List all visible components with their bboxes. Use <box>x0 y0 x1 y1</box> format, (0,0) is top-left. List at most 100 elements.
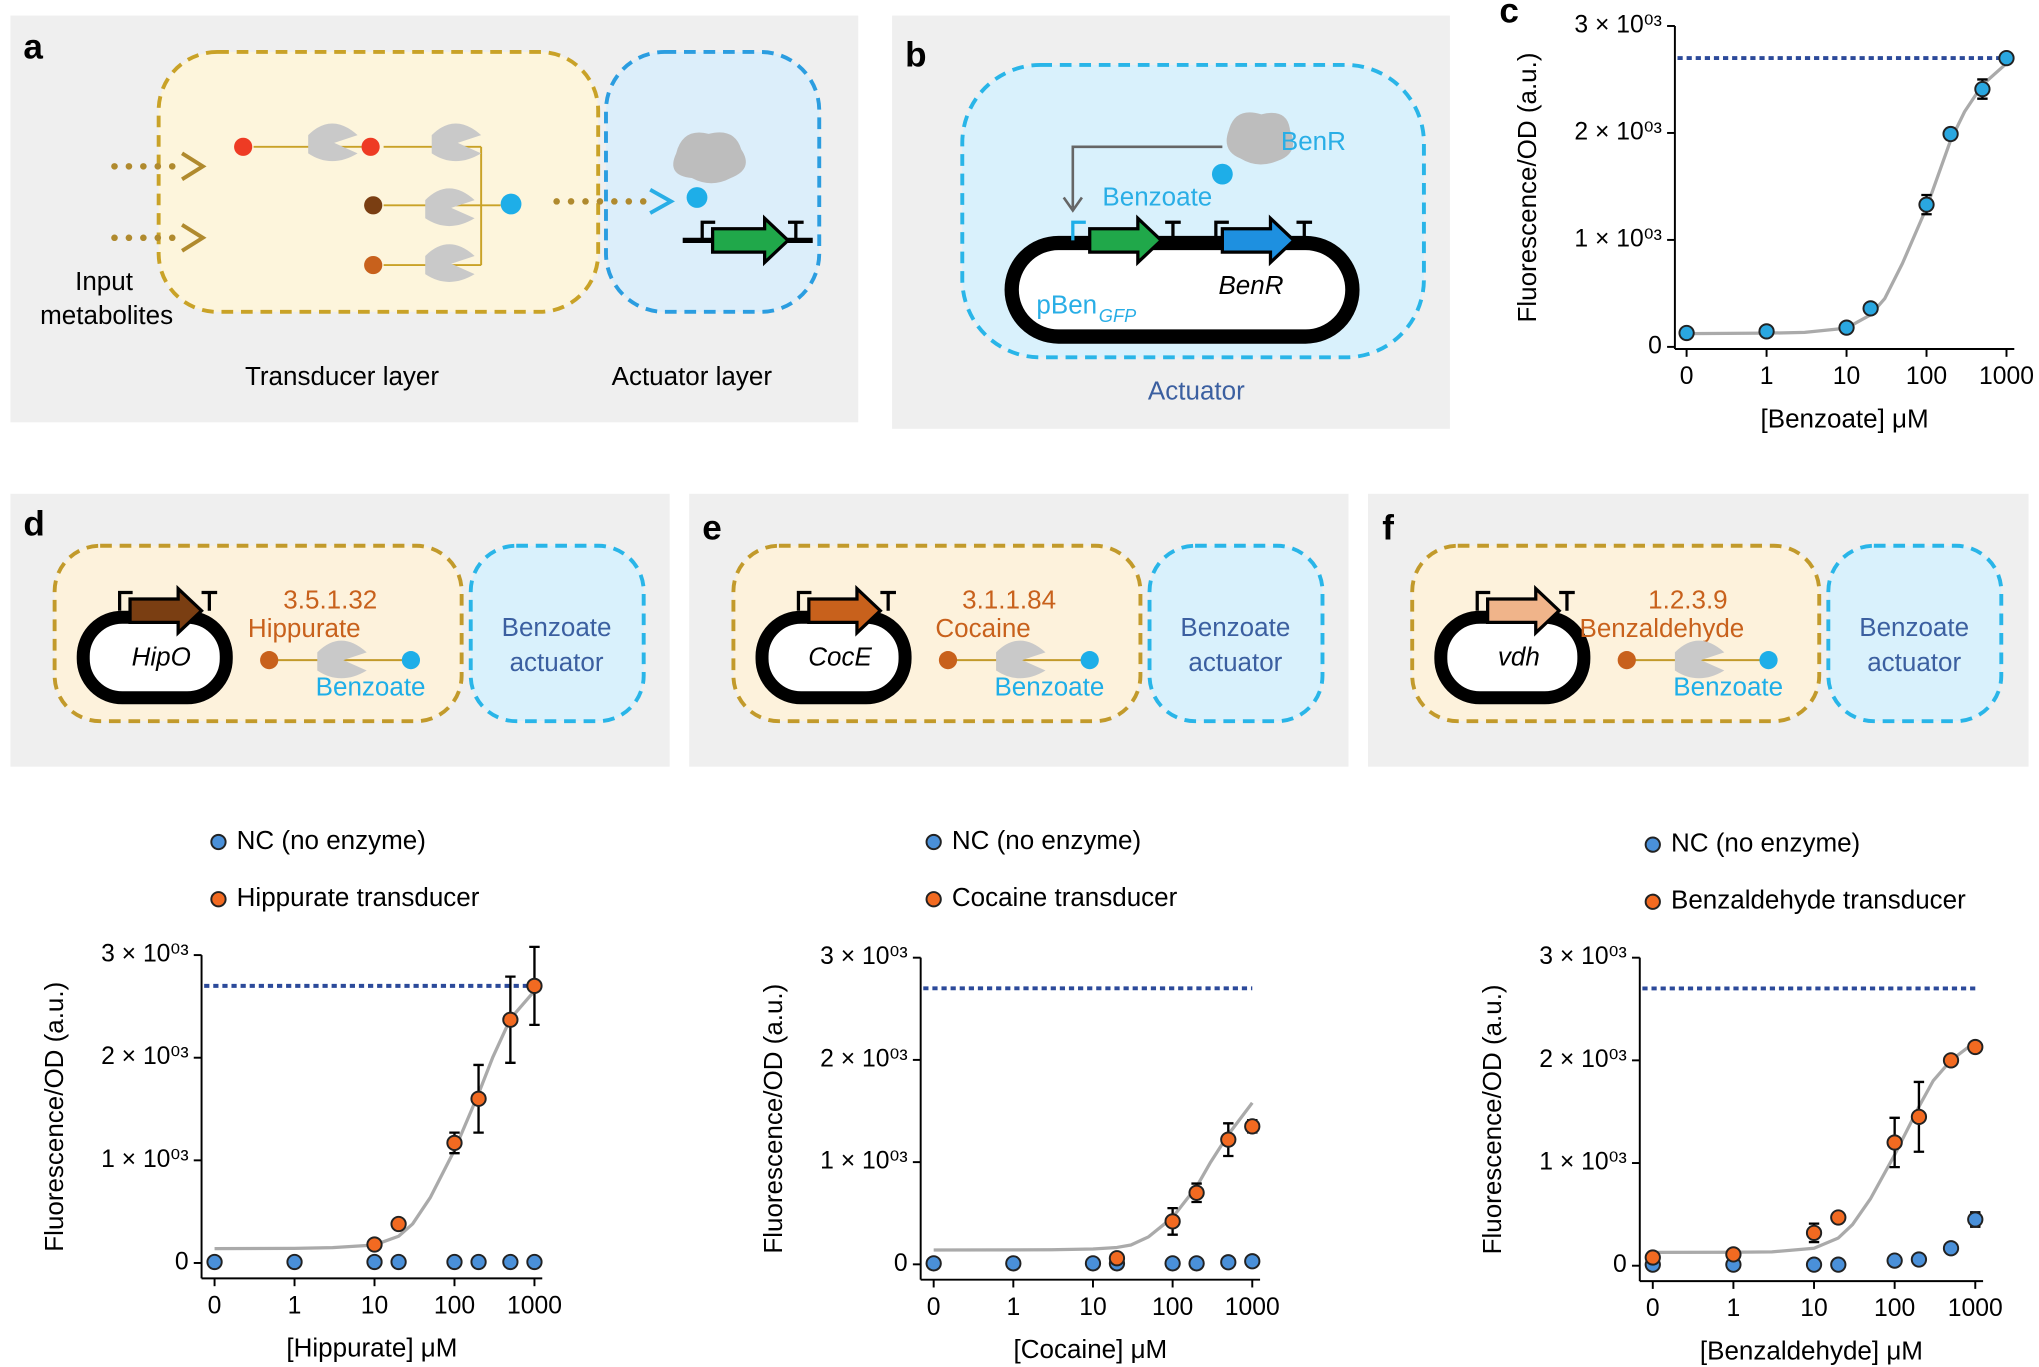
legend-label: Hippurate transducer <box>237 882 480 912</box>
transducer-cell <box>156 50 601 314</box>
x-tick-label: 100 <box>1906 363 1947 390</box>
panel-label: f <box>1382 508 1394 547</box>
gene-arrow <box>1220 214 1297 267</box>
x-tick-label: 10 <box>1079 1294 1106 1321</box>
y-tick-label: 0 <box>1613 1251 1627 1278</box>
x-tick-label: 1 <box>288 1292 302 1319</box>
actuator-label: actuator <box>1867 647 1961 677</box>
x-tick-label: 0 <box>927 1294 941 1321</box>
promoter <box>1071 220 1086 241</box>
x-tick-label: 10 <box>1833 363 1860 390</box>
data-point <box>1805 1256 1823 1273</box>
input-label: Input <box>75 266 134 296</box>
data-point <box>366 1253 383 1271</box>
metabolite <box>500 193 522 215</box>
actuator-label: Benzoate <box>1180 612 1290 642</box>
legend-label: NC (no enzyme) <box>237 825 426 855</box>
gene-label: CocE <box>808 642 872 672</box>
ec-number: 1.2.3.9 <box>1648 585 1727 615</box>
data-point <box>1005 1255 1022 1272</box>
panel-label: a <box>23 28 43 67</box>
promoter-subscript: GFP <box>1099 306 1137 326</box>
x-tick-label: 100 <box>1874 1295 1915 1322</box>
metabolite <box>260 651 279 670</box>
arrow-head <box>1062 196 1083 213</box>
data-point <box>1838 319 1855 336</box>
product: Benzoate <box>994 672 1104 702</box>
fit-curve <box>214 989 536 1251</box>
data-point <box>1725 1246 1742 1263</box>
x-tick-label: 1000 <box>507 1292 562 1319</box>
enzyme <box>425 244 475 282</box>
y-tick-label: 3 × 10⁰³ <box>1574 12 1661 39</box>
substrate: Benzaldehyde <box>1580 613 1745 643</box>
input-label: metabolites <box>40 300 173 330</box>
data-point <box>1910 1251 1928 1268</box>
y-tick-label: 1 × 10⁰³ <box>1539 1149 1626 1176</box>
gene-label: BenR <box>1218 270 1283 300</box>
fit-curve <box>933 1101 1254 1252</box>
data-point <box>1967 1211 1984 1228</box>
y-axis-label: Fluorescence/OD (a.u.) <box>758 984 788 1254</box>
regulator-protein <box>1226 112 1294 165</box>
data-point <box>1830 1256 1847 1273</box>
x-tick-label: 10 <box>361 1292 388 1319</box>
x-tick-label: 1 <box>1727 1295 1741 1322</box>
x-tick-label: 0 <box>1646 1295 1660 1322</box>
data-point <box>1942 1240 1960 1257</box>
legend-marker <box>210 891 227 908</box>
product: Benzoate <box>316 672 426 702</box>
gene-arrow <box>807 584 883 637</box>
data-point <box>390 1253 407 1271</box>
legend-label: Cocaine transducer <box>952 882 1178 912</box>
data-point <box>1084 1255 1102 1272</box>
legend-label: Benzaldehyde transducer <box>1671 885 1966 915</box>
data-point <box>526 1253 543 1271</box>
metabolite <box>1759 651 1778 670</box>
panel-label: d <box>23 505 44 544</box>
legend-marker <box>925 833 942 851</box>
data-point <box>1886 1252 1903 1269</box>
data-point <box>1644 1249 1661 1266</box>
metabolite <box>1080 651 1099 670</box>
legend-label: NC (no enzyme) <box>952 825 1141 855</box>
terminator <box>788 220 804 241</box>
metabolite <box>686 187 708 208</box>
data-point <box>1244 1253 1261 1270</box>
ec-number: 3.1.1.84 <box>962 585 1056 615</box>
data-point <box>470 1090 487 1107</box>
enzyme <box>308 123 358 162</box>
data-point <box>1967 1038 1984 1056</box>
data-point <box>390 1215 407 1233</box>
actuator-cell <box>468 543 646 724</box>
y-tick-label: 1 × 10⁰³ <box>820 1148 907 1175</box>
promoter <box>796 590 812 611</box>
actuator-label: actuator <box>1188 647 1282 677</box>
data-point <box>1805 1224 1823 1241</box>
enzyme <box>431 123 482 162</box>
panel-label: b <box>905 35 926 74</box>
y-tick-label: 2 × 10⁰³ <box>1574 118 1661 145</box>
data-point <box>1862 300 1879 317</box>
x-axis-label: [Hippurate] μM <box>286 1333 457 1363</box>
x-axis-label: [Benzaldehyde] μM <box>1700 1335 1923 1365</box>
data-point <box>1188 1255 1205 1272</box>
promoter <box>1475 590 1491 611</box>
x-axis-label: [Cocaine] μM <box>1014 1334 1168 1364</box>
y-tick-label: 3 × 10⁰³ <box>101 941 188 968</box>
data-point <box>286 1253 303 1271</box>
data-point <box>1886 1134 1903 1151</box>
metabolite <box>1617 651 1636 670</box>
actuator-label: Benzoate <box>1859 612 1969 642</box>
terminator <box>1165 220 1181 241</box>
legend-marker <box>210 833 227 851</box>
promoter <box>118 590 133 611</box>
gene-arrow <box>1088 214 1164 267</box>
data-point <box>1942 1052 1960 1069</box>
legend-marker <box>925 891 942 908</box>
data-point <box>446 1134 463 1152</box>
data-point <box>206 1253 223 1271</box>
substrate: Hippurate <box>248 613 361 643</box>
legend-marker <box>1644 893 1661 910</box>
